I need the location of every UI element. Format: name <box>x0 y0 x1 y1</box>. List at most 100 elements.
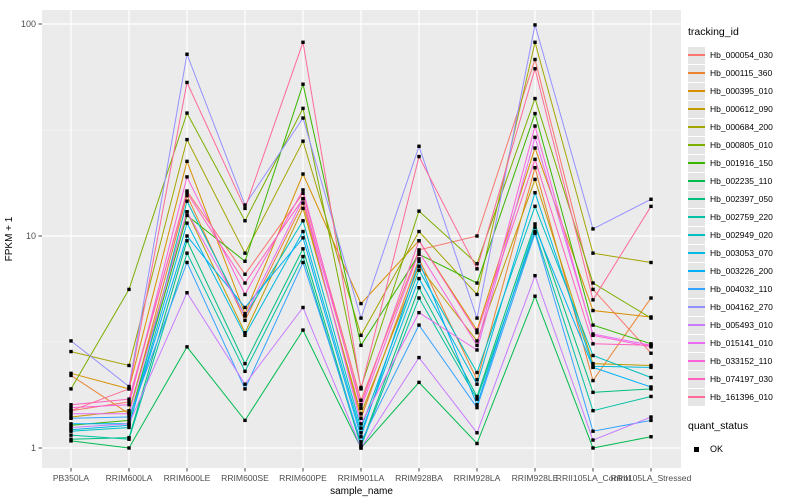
data-point <box>185 199 189 203</box>
legend-item-label: Hb_002949_020 <box>710 230 773 240</box>
legend-item: Hb_000054_030 <box>688 46 800 64</box>
legend-key-swatch <box>688 172 705 190</box>
data-point <box>417 296 421 300</box>
data-point <box>649 435 653 439</box>
data-point <box>69 422 73 426</box>
data-point <box>533 157 537 162</box>
legend-item-label: Hb_161396_010 <box>710 392 773 402</box>
data-point <box>69 339 73 343</box>
legend-key-swatch <box>688 46 705 64</box>
y-tick-label: 10 <box>26 231 36 241</box>
data-point <box>69 373 73 378</box>
data-point <box>417 250 421 254</box>
data-point <box>301 139 305 143</box>
legend-item-label: Hb_003053_070 <box>710 248 773 258</box>
data-point <box>475 267 479 271</box>
legend-title-quant-status: quant_status <box>688 420 749 432</box>
data-point <box>185 52 189 56</box>
data-point <box>533 191 537 195</box>
x-tick-label: RRIM600SE <box>221 473 269 483</box>
data-point <box>591 342 595 346</box>
data-point <box>243 333 247 338</box>
data-point <box>301 40 305 44</box>
data-point <box>243 418 247 423</box>
legend-key-swatch <box>688 262 705 280</box>
legend-item: Hb_003226_200 <box>688 262 800 280</box>
data-point <box>533 23 537 27</box>
legend-item-label: Hb_002397_050 <box>710 194 773 204</box>
data-point <box>243 259 247 263</box>
data-point <box>301 236 305 240</box>
data-point <box>649 316 653 320</box>
x-tick-label: RRII105LA_Control <box>556 473 631 483</box>
data-point <box>475 403 479 407</box>
legend-line-icon <box>688 54 705 56</box>
data-point <box>475 316 479 320</box>
legend-key-swatch <box>688 298 705 316</box>
data-point <box>301 247 305 251</box>
legend-item-label: Hb_000115_360 <box>710 68 773 78</box>
data-point <box>127 446 131 450</box>
legend-item-label: Hb_002235_110 <box>710 176 773 186</box>
data-point <box>591 446 595 450</box>
data-point <box>591 390 595 395</box>
data-point <box>417 229 421 234</box>
legend-item-label: Hb_033152_110 <box>710 356 773 366</box>
data-point <box>185 175 189 179</box>
legend-line-icon <box>688 360 705 362</box>
legend-line-icon <box>688 396 705 398</box>
legend-item: Hb_002397_050 <box>688 190 800 208</box>
data-point <box>185 191 189 195</box>
data-point <box>301 229 305 234</box>
data-point <box>475 328 479 332</box>
legend-item: Hb_015141_010 <box>688 334 800 352</box>
data-point <box>475 330 479 335</box>
data-point <box>127 287 131 292</box>
legend-item: Hb_161396_010 <box>688 388 800 406</box>
legend-item-label: Hb_001916_150 <box>710 158 773 168</box>
legend-item: Hb_000805_010 <box>688 136 800 154</box>
data-point <box>243 219 247 223</box>
data-point <box>359 431 363 435</box>
data-point <box>127 387 131 391</box>
legend-key-swatch <box>688 352 705 370</box>
data-point <box>301 328 305 332</box>
legend-item: Hb_000395_010 <box>688 82 800 100</box>
data-point <box>533 294 537 298</box>
data-point <box>69 408 73 413</box>
data-point <box>127 363 131 368</box>
data-point <box>185 345 189 349</box>
data-point <box>417 380 421 385</box>
data-point <box>475 234 479 238</box>
data-point <box>475 377 479 382</box>
data-point <box>243 387 247 391</box>
legend-item-label: Hb_005493_010 <box>710 320 773 330</box>
data-point <box>417 355 421 360</box>
legend-item-label: Hb_015141_010 <box>710 338 773 348</box>
data-point <box>649 343 653 348</box>
data-point <box>69 387 73 391</box>
legend-item: Hb_005493_010 <box>688 316 800 334</box>
legend-key-swatch <box>688 136 705 154</box>
data-point <box>591 408 595 413</box>
data-point <box>475 292 479 297</box>
x-tick-label: RRIM600LE <box>164 473 211 483</box>
legend-line-icon <box>688 216 705 218</box>
data-point <box>591 333 595 338</box>
data-point <box>301 172 305 176</box>
legend-key-swatch <box>688 441 705 458</box>
data-point <box>301 206 305 211</box>
data-point <box>301 260 305 265</box>
y-tick-label: 1 <box>31 443 36 453</box>
data-point <box>417 209 421 213</box>
data-point <box>649 351 653 355</box>
data-point <box>301 305 305 310</box>
data-point <box>243 206 247 211</box>
data-point <box>301 106 305 111</box>
data-point <box>127 403 131 407</box>
data-point <box>301 116 305 120</box>
legend-key-swatch <box>688 280 705 298</box>
data-point <box>533 111 537 116</box>
data-point <box>417 257 421 261</box>
legend-line-icon <box>688 324 705 326</box>
